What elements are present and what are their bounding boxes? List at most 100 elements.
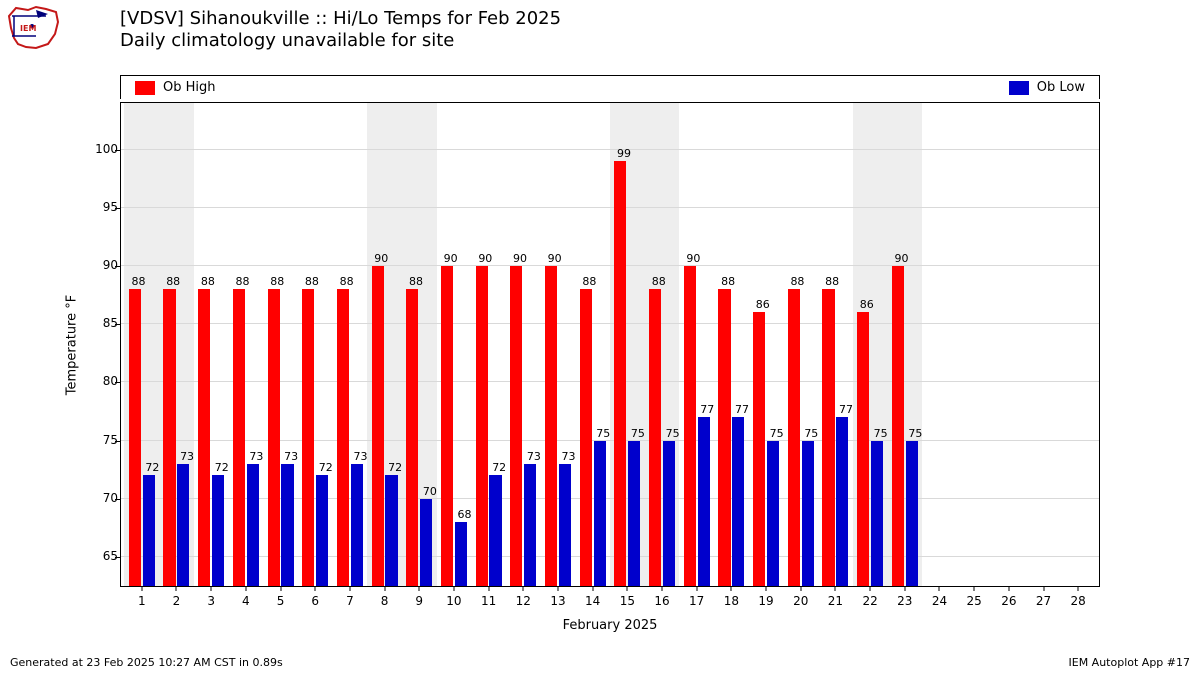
x-tick-mark [211, 586, 212, 591]
bar-low-label: 75 [908, 427, 922, 440]
x-tick-mark [384, 586, 385, 591]
bar-high-label: 88 [721, 275, 735, 288]
bar-high [302, 289, 314, 586]
bar-low [212, 475, 224, 586]
bar-low [559, 464, 571, 586]
legend-high-swatch [135, 81, 155, 95]
x-tick-mark [245, 586, 246, 591]
x-tick-label: 3 [207, 594, 215, 608]
legend-high-label: Ob High [163, 80, 216, 95]
bar-low [420, 499, 432, 586]
bar-low-label: 72 [492, 461, 506, 474]
bar-low [455, 522, 467, 586]
chart-title: [VDSV] Sihanoukville :: Hi/Lo Temps for … [120, 8, 561, 52]
bar-low [732, 417, 744, 586]
x-tick-label: 20 [793, 594, 808, 608]
x-tick-label: 19 [758, 594, 773, 608]
gridline [121, 265, 1099, 266]
legend: Ob High Ob Low [120, 75, 1100, 99]
bar-high-label: 90 [444, 252, 458, 265]
bar-low-label: 77 [700, 403, 714, 416]
x-tick-label: 10 [446, 594, 461, 608]
bar-high-label: 86 [756, 298, 770, 311]
bar-low [628, 441, 640, 586]
bar-high [649, 289, 661, 586]
x-tick-mark [488, 586, 489, 591]
bar-low-label: 72 [388, 461, 402, 474]
x-tick-mark [904, 586, 905, 591]
bar-high-label: 90 [894, 252, 908, 265]
y-tick-label: 90 [0, 258, 118, 272]
bar-low-label: 72 [319, 461, 333, 474]
bar-high [337, 289, 349, 586]
x-tick-mark [870, 586, 871, 591]
x-tick-label: 18 [724, 594, 739, 608]
bar-high-label: 88 [582, 275, 596, 288]
x-tick-mark [974, 586, 975, 591]
bar-low-label: 73 [284, 450, 298, 463]
bar-low-label: 77 [839, 403, 853, 416]
x-tick-mark [662, 586, 663, 591]
svg-text:IEM: IEM [20, 24, 36, 33]
bar-high [233, 289, 245, 586]
bar-high-label: 88 [652, 275, 666, 288]
bar-low-label: 73 [249, 450, 263, 463]
x-tick-mark [939, 586, 940, 591]
y-tick-label: 75 [0, 433, 118, 447]
x-tick-label: 24 [932, 594, 947, 608]
x-tick-mark [349, 586, 350, 591]
x-tick-mark [141, 586, 142, 591]
x-tick-label: 8 [381, 594, 389, 608]
bar-low-label: 72 [215, 461, 229, 474]
bar-high-label: 86 [860, 298, 874, 311]
x-tick-mark [800, 586, 801, 591]
x-tick-label: 9 [415, 594, 423, 608]
y-tick-label: 85 [0, 316, 118, 330]
x-tick-mark [280, 586, 281, 591]
bar-low-label: 73 [353, 450, 367, 463]
bar-high [406, 289, 418, 586]
bar-high-label: 90 [478, 252, 492, 265]
bar-low [489, 475, 501, 586]
bar-low [767, 441, 779, 586]
footer-generated: Generated at 23 Feb 2025 10:27 AM CST in… [10, 656, 283, 669]
x-tick-mark [766, 586, 767, 591]
legend-low-label: Ob Low [1037, 80, 1085, 95]
bar-low-label: 75 [596, 427, 610, 440]
x-tick-label: 16 [654, 594, 669, 608]
bar-low [177, 464, 189, 586]
bar-high [372, 266, 384, 586]
figure: IEM [VDSV] Sihanoukville :: Hi/Lo Temps … [0, 0, 1200, 675]
title-line-2: Daily climatology unavailable for site [120, 30, 561, 52]
x-tick-label: 4 [242, 594, 250, 608]
gridline [121, 149, 1099, 150]
bar-high-label: 88 [340, 275, 354, 288]
bar-low [802, 441, 814, 586]
bar-high-label: 99 [617, 147, 631, 160]
bar-low [281, 464, 293, 586]
bar-high [857, 312, 869, 586]
x-tick-label: 28 [1071, 594, 1086, 608]
bar-high [892, 266, 904, 586]
x-tick-mark [176, 586, 177, 591]
x-tick-mark [315, 586, 316, 591]
bar-high-label: 90 [513, 252, 527, 265]
bar-high [753, 312, 765, 586]
bar-low-label: 70 [423, 485, 437, 498]
bar-high [718, 289, 730, 586]
x-tick-mark [835, 586, 836, 591]
bar-high-label: 88 [132, 275, 146, 288]
x-tick-label: 17 [689, 594, 704, 608]
bar-high [822, 289, 834, 586]
bar-low-label: 75 [804, 427, 818, 440]
bar-high [510, 266, 522, 586]
bar-high [268, 289, 280, 586]
bar-high-label: 88 [409, 275, 423, 288]
bar-low-label: 77 [735, 403, 749, 416]
bar-low [524, 464, 536, 586]
x-tick-label: 21 [828, 594, 843, 608]
bar-low-label: 75 [631, 427, 645, 440]
x-tick-label: 13 [550, 594, 565, 608]
x-axis-label: February 2025 [563, 618, 658, 633]
footer-app: IEM Autoplot App #17 [1069, 656, 1191, 669]
